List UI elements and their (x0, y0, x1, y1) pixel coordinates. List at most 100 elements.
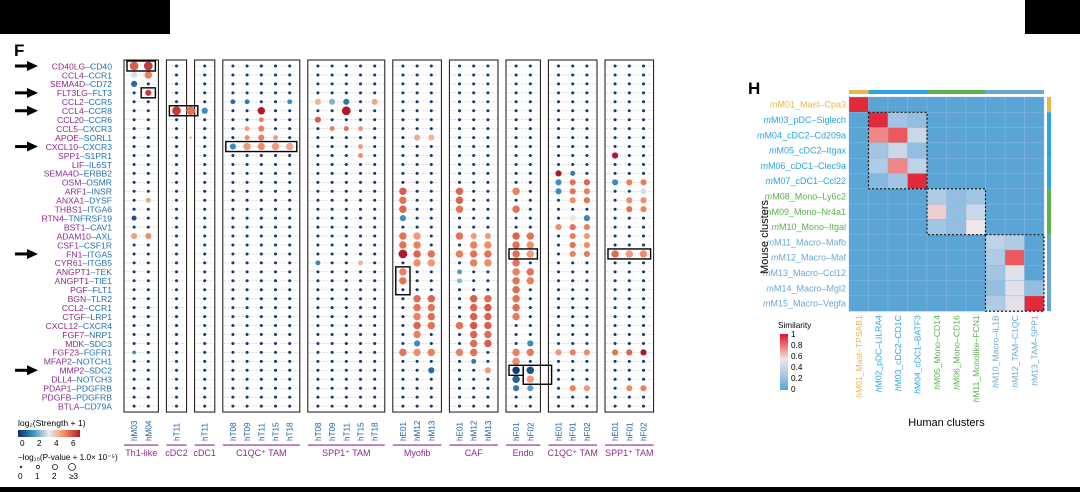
interaction-bubble (639, 250, 648, 258)
empty-dot (514, 145, 518, 149)
empty-dot (203, 171, 207, 175)
empty-dot (259, 261, 263, 265)
interaction-bubble (271, 142, 280, 151)
empty-dot (472, 225, 476, 229)
column-label: hE01 (456, 421, 465, 441)
empty-dot (316, 333, 320, 336)
empty-dot (571, 333, 575, 336)
empty-dot (245, 154, 249, 157)
highlight-box (522, 364, 553, 385)
empty-dot (585, 100, 589, 104)
highlight-box (225, 140, 298, 153)
empty-dot (472, 180, 476, 184)
empty-dot (359, 216, 362, 220)
empty-dot (231, 162, 235, 166)
empty-dot (472, 118, 476, 122)
empty-dot (373, 145, 377, 149)
empty-dot (203, 306, 207, 310)
interaction-bubble (527, 385, 534, 392)
ligand-name: FLT3LG (57, 88, 88, 98)
ligand-name: SEMA4D (50, 79, 85, 89)
mouse-type-strip (1047, 97, 1051, 113)
highlight-box (168, 105, 199, 117)
similarity-cell (907, 203, 928, 220)
highlight-box (126, 60, 157, 72)
arrow-head (27, 87, 38, 98)
interaction-bubble (612, 179, 619, 186)
human-type-strip (888, 90, 908, 94)
empty-dot (359, 73, 362, 77)
empty-dot (486, 198, 490, 202)
empty-dot (132, 127, 136, 131)
empty-dot (203, 279, 207, 283)
empty-dot (132, 288, 136, 292)
empty-dot (571, 288, 575, 292)
receptor-name: –TIE1 (89, 276, 112, 286)
empty-dot (458, 154, 461, 157)
empty-dot (486, 154, 490, 157)
empty-dot (274, 252, 277, 256)
empty-dot (585, 171, 589, 175)
empty-dot (429, 82, 433, 86)
similarity-cell (887, 295, 908, 312)
empty-dot (528, 261, 532, 265)
empty-dot (231, 189, 235, 193)
empty-dot (175, 145, 178, 149)
receptor-name: –CCR1 (84, 70, 112, 80)
empty-dot (259, 64, 263, 68)
receptor-name: –CD40 (85, 61, 112, 71)
empty-dot (288, 315, 292, 319)
interaction-bubble (427, 250, 436, 258)
interaction-bubble (413, 312, 421, 321)
empty-dot (557, 386, 560, 390)
mouse-type-strip (1047, 204, 1051, 220)
interaction-bubble (570, 170, 576, 176)
empty-dot (528, 324, 532, 328)
species-prefix: m (760, 161, 768, 171)
column-label: hT09 (328, 422, 337, 441)
empty-dot (557, 91, 560, 95)
empty-dot (259, 333, 263, 336)
interaction-bubble (640, 188, 647, 195)
interaction-bubble (583, 232, 591, 240)
ligand-name: PDGFB (42, 392, 72, 402)
interaction-bubble (243, 142, 251, 151)
empty-dot (642, 333, 645, 336)
empty-dot (486, 207, 490, 211)
empty-dot (373, 279, 377, 283)
similarity-tick: 1 (791, 330, 796, 339)
empty-dot (528, 73, 532, 77)
empty-dot (175, 216, 178, 220)
figure-svg: F H CD40LG–CD40CCL4–CCR1SEMA4D–CD72FLT3L… (14, 41, 1051, 481)
empty-dot (528, 333, 532, 336)
empty-dot (344, 386, 348, 390)
similarity-cell (887, 280, 908, 297)
empty-dot (288, 234, 292, 238)
empty-dot (373, 333, 377, 336)
similarity-cell (926, 112, 947, 128)
empty-dot (627, 118, 631, 122)
cluster-name: M04_cDC1–BATF3 (912, 315, 922, 389)
empty-dot (146, 395, 150, 399)
figure-panel: F H CD40LG–CD40 CCL4–CCR1 SEMA4D–CD72 FLT3L… (0, 34, 1080, 487)
similarity-cell (946, 96, 967, 113)
empty-dot (175, 341, 178, 345)
empty-dot (458, 333, 461, 336)
interaction-bubble (229, 143, 236, 150)
pvalue-tick: 1 (35, 472, 40, 481)
empty-dot (415, 216, 419, 220)
empty-dot (245, 297, 249, 301)
empty-dot (344, 288, 348, 292)
similarity-cell (887, 265, 908, 281)
interaction-bubble (512, 250, 520, 258)
empty-dot (401, 154, 405, 157)
column-label: hF02 (583, 422, 592, 441)
empty-dot (146, 368, 150, 372)
similarity-cell (965, 265, 986, 281)
lr-pair-label: SEMA4D–ERBB2 (44, 169, 113, 179)
empty-dot (359, 404, 362, 408)
empty-dot (557, 118, 560, 122)
arrow-icon (15, 248, 38, 259)
empty-dot (132, 180, 136, 184)
